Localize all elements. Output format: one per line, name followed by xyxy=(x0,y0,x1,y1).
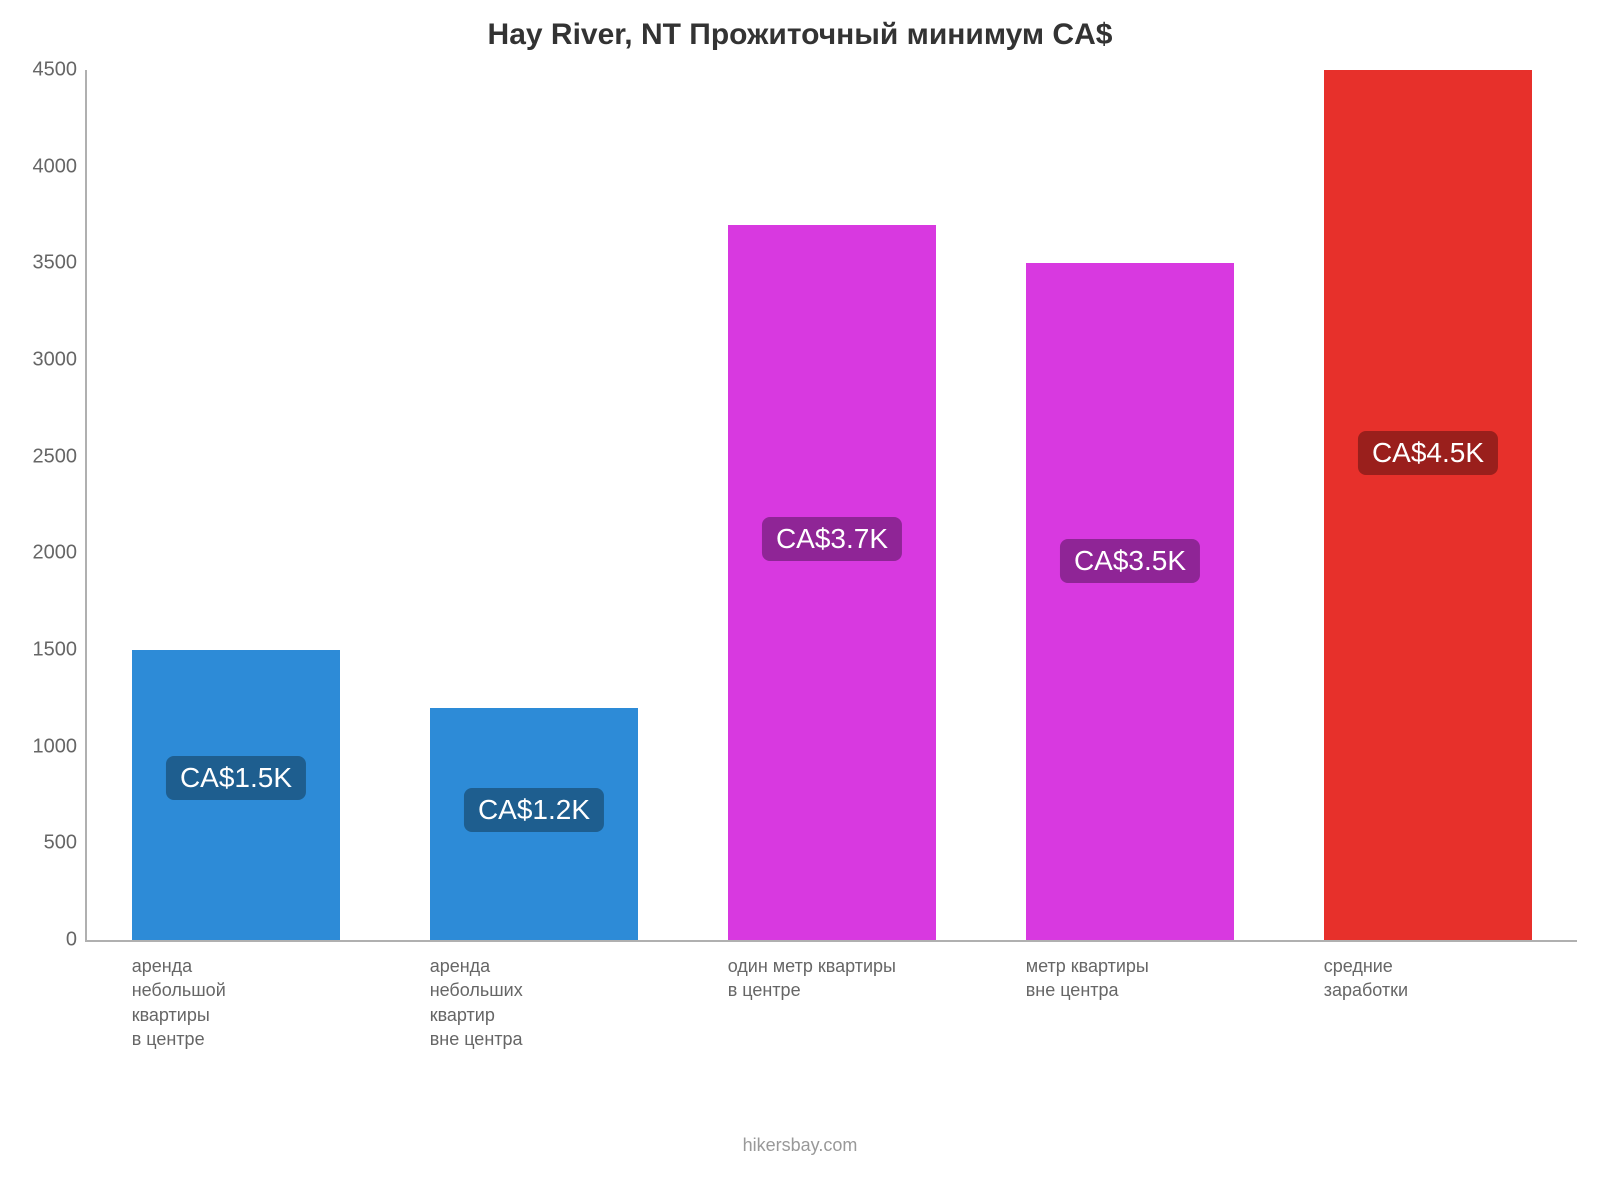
y-axis-tick: 2000 xyxy=(33,542,88,565)
x-axis-category: один метр квартирыв центре xyxy=(728,940,937,1003)
x-axis-category: метр квартирывне центра xyxy=(1026,940,1235,1003)
x-axis-category: средниезаработки xyxy=(1324,940,1533,1003)
bar-value-label: CA$3.7K xyxy=(762,517,902,561)
cost-of-living-chart: Hay River, NT Прожиточный минимум CA$ 05… xyxy=(0,0,1600,1200)
bar xyxy=(1324,70,1533,940)
y-axis-tick: 2500 xyxy=(33,445,88,468)
chart-footer: hikersbay.com xyxy=(0,1135,1600,1156)
y-axis-tick: 3000 xyxy=(33,349,88,372)
bar-value-label: CA$1.2K xyxy=(464,788,604,832)
y-axis-tick: 500 xyxy=(44,832,87,855)
y-axis-tick: 1500 xyxy=(33,639,88,662)
x-axis-category: аренданебольшихквартирвне центра xyxy=(430,940,639,1051)
bar xyxy=(1026,263,1235,940)
bar-value-label: CA$1.5K xyxy=(166,756,306,800)
y-axis-tick: 0 xyxy=(66,929,87,952)
bar-value-label: CA$4.5K xyxy=(1358,431,1498,475)
y-axis-tick: 3500 xyxy=(33,252,88,275)
bar-value-label: CA$3.5K xyxy=(1060,539,1200,583)
plot-area: 050010001500200025003000350040004500CA$1… xyxy=(85,70,1577,942)
bar xyxy=(728,225,937,940)
x-axis-category: аренданебольшойквартирыв центре xyxy=(132,940,341,1051)
chart-title: Hay River, NT Прожиточный минимум CA$ xyxy=(0,18,1600,52)
y-axis-tick: 1000 xyxy=(33,735,88,758)
y-axis-tick: 4000 xyxy=(33,155,88,178)
y-axis-tick: 4500 xyxy=(33,59,88,82)
